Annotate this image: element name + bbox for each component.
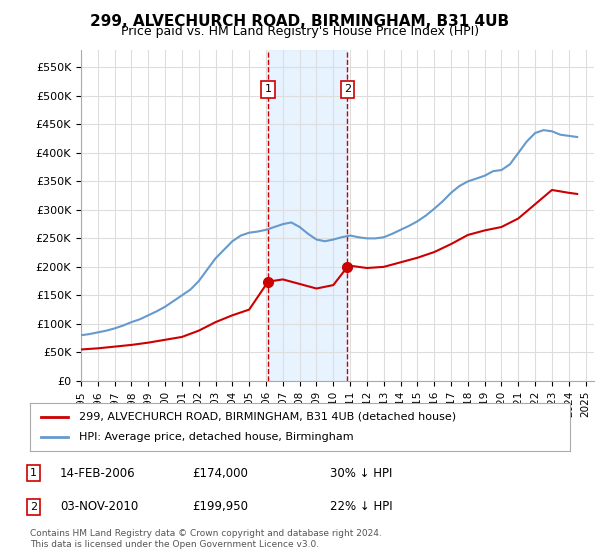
Text: 2: 2 <box>30 502 37 512</box>
Text: 299, ALVECHURCH ROAD, BIRMINGHAM, B31 4UB: 299, ALVECHURCH ROAD, BIRMINGHAM, B31 4U… <box>91 14 509 29</box>
Text: 03-NOV-2010: 03-NOV-2010 <box>60 500 138 514</box>
Text: £174,000: £174,000 <box>192 466 248 480</box>
Text: 30% ↓ HPI: 30% ↓ HPI <box>330 466 392 480</box>
Text: 299, ALVECHURCH ROAD, BIRMINGHAM, B31 4UB (detached house): 299, ALVECHURCH ROAD, BIRMINGHAM, B31 4U… <box>79 412 456 422</box>
Text: 1: 1 <box>30 468 37 478</box>
Text: 1: 1 <box>265 85 272 95</box>
Text: £199,950: £199,950 <box>192 500 248 514</box>
Text: 22% ↓ HPI: 22% ↓ HPI <box>330 500 392 514</box>
Text: HPI: Average price, detached house, Birmingham: HPI: Average price, detached house, Birm… <box>79 432 353 442</box>
Text: 14-FEB-2006: 14-FEB-2006 <box>60 466 136 480</box>
Text: Price paid vs. HM Land Registry's House Price Index (HPI): Price paid vs. HM Land Registry's House … <box>121 25 479 38</box>
Text: 2: 2 <box>344 85 351 95</box>
Text: Contains HM Land Registry data © Crown copyright and database right 2024.
This d: Contains HM Land Registry data © Crown c… <box>30 529 382 549</box>
Bar <box>268 50 347 381</box>
